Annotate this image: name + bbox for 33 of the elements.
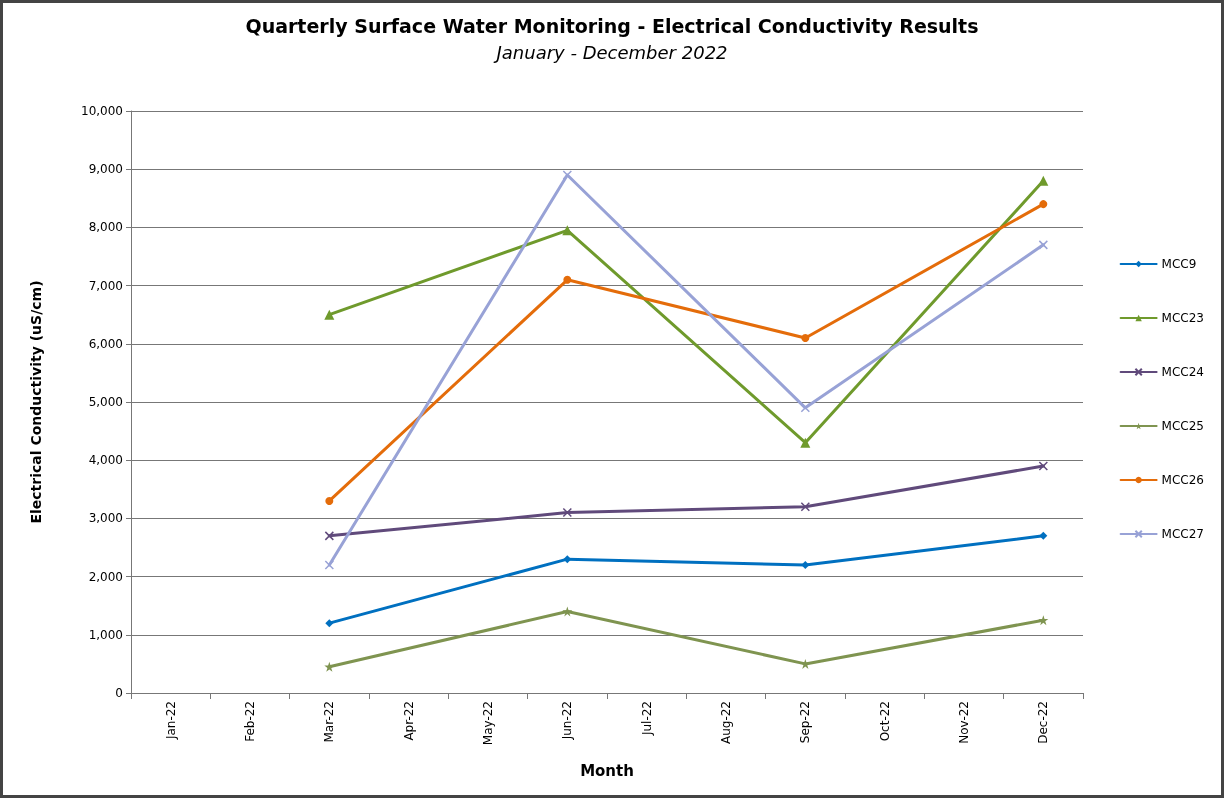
y-tick-label: 6,000 <box>88 336 123 351</box>
y-tick-label: 10,000 <box>81 104 123 118</box>
y-tick-label: 7,000 <box>88 278 123 293</box>
y-tick-label: 4,000 <box>88 453 123 468</box>
legend-label: MCC9 <box>1161 257 1197 271</box>
x-tick-label: Jan-22 <box>163 701 178 741</box>
legend-label: MCC24 <box>1161 365 1205 379</box>
legend-label: MCC26 <box>1161 473 1205 487</box>
x-tick-label: May-22 <box>481 701 495 746</box>
y-tick-label: 0 <box>115 686 123 700</box>
y-tick-label: 3,000 <box>88 511 123 526</box>
y-tick-label: 2,000 <box>88 569 123 584</box>
y-tick-label: 8,000 <box>88 220 123 235</box>
x-tick-label: Jun-22 <box>560 701 575 741</box>
y-axis-title: Electrical Conductivity (uS/cm) <box>28 280 44 524</box>
y-tick-label: 5,000 <box>88 395 123 409</box>
legend-label: MCC25 <box>1161 419 1205 433</box>
x-tick-label: Jul-22 <box>639 701 654 737</box>
x-tick-label: Aug-22 <box>719 701 733 745</box>
x-axis-title: Month <box>580 761 634 780</box>
chart-title: Quarterly Surface Water Monitoring - Electrical Conductivity Results <box>245 14 979 37</box>
x-tick-label: Oct-22 <box>877 701 892 742</box>
x-tick-label: Mar-22 <box>322 701 337 743</box>
legend-label: MCC23 <box>1161 311 1205 325</box>
y-tick-label: 1,000 <box>88 627 123 642</box>
x-tick-label: Dec-22 <box>1036 701 1051 744</box>
x-tick-label: Apr-22 <box>401 701 416 741</box>
x-tick-label: Sep-22 <box>798 701 813 744</box>
chart-subtitle: January - December 2022 <box>493 41 728 63</box>
x-tick-label: Nov-22 <box>957 701 971 744</box>
y-tick-label: 9,000 <box>88 162 123 177</box>
legend-label: MCC27 <box>1161 527 1205 541</box>
x-tick-label: Feb-22 <box>243 701 257 742</box>
